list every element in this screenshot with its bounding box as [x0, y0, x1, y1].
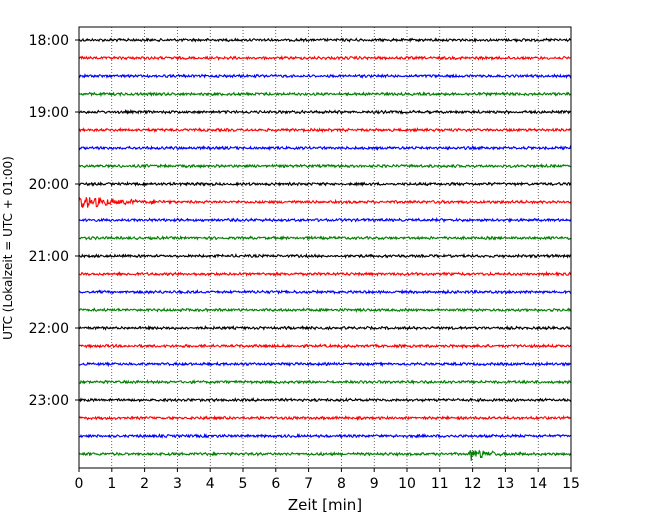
trace-2230	[78, 360, 572, 368]
trace-2315	[78, 415, 572, 422]
x-tick-label: 13	[496, 476, 514, 492]
trace-1900	[78, 108, 572, 115]
x-tick-label: 9	[370, 476, 379, 492]
x-tick-label: 5	[239, 476, 248, 492]
seismogram-traces	[78, 37, 572, 461]
trace-2145	[78, 307, 572, 313]
y-tick-label: 18:00	[29, 33, 69, 49]
trace-1845	[78, 91, 572, 98]
trace-1815	[78, 54, 572, 62]
x-tick-label: 15	[562, 476, 580, 492]
trace-2115	[78, 270, 572, 278]
x-tick-label: 10	[398, 476, 416, 492]
trace-2000	[78, 180, 572, 188]
trace-2100	[78, 252, 572, 259]
trace-2200	[78, 324, 572, 331]
trace-2330	[78, 433, 572, 439]
x-tick-label: 12	[464, 476, 482, 492]
trace-2045	[78, 235, 572, 241]
x-tick-label: 8	[337, 476, 346, 492]
x-axis-label: Zeit [min]	[288, 496, 362, 514]
trace-1830	[78, 73, 572, 79]
y-tick-label: 20:00	[29, 177, 69, 193]
x-tick-label: 3	[173, 476, 182, 492]
trace-2030	[78, 216, 572, 224]
x-tick-label: 14	[529, 476, 547, 492]
trace-1800	[78, 37, 572, 44]
trace-2245	[78, 379, 572, 385]
x-tick-label: 2	[140, 476, 149, 492]
x-ticks: 0 1 2 3 4 5 6 7 8 9 10 11 12 13 14 15	[75, 468, 580, 492]
y-tick-label: 19:00	[29, 105, 69, 121]
plot-frame	[78, 26, 572, 469]
x-tick-label: 11	[431, 476, 449, 492]
trace-1945	[78, 162, 572, 169]
trace-1915	[78, 127, 572, 134]
trace-1930	[78, 144, 572, 152]
trace-2300	[78, 397, 572, 403]
trace-2215	[78, 342, 572, 350]
y-tick-label: 22:00	[29, 321, 69, 337]
x-tick-label: 7	[304, 476, 313, 492]
trace-2345	[78, 449, 572, 461]
y-tick-label: 23:00	[29, 393, 69, 409]
x-tick-label: 0	[75, 476, 84, 492]
x-tick-label: 1	[107, 476, 116, 492]
y-ticks: 18:00 19:00 20:00 21:00 22:00 23:00	[29, 33, 79, 409]
y-axis-label: UTC (Lokalzeit = UTC + 01:00)	[1, 156, 15, 340]
x-tick-label: 4	[206, 476, 215, 492]
x-tick-label: 6	[271, 476, 280, 492]
trace-2015	[78, 196, 572, 209]
y-tick-label: 21:00	[29, 249, 69, 265]
trace-2130	[78, 288, 572, 295]
